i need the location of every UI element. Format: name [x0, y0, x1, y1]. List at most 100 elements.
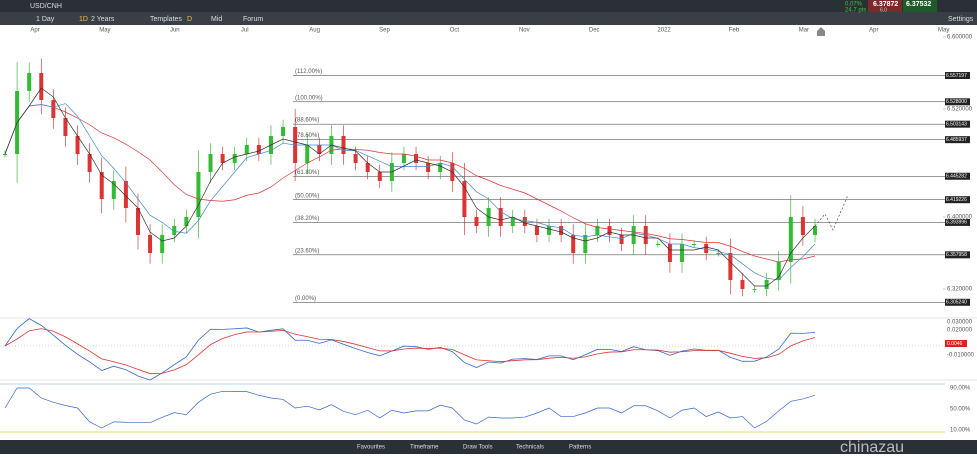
fib-price: 6.419226	[946, 197, 967, 203]
fib-label: (112.00%)	[295, 69, 322, 75]
interval[interactable]: 1 Day	[36, 16, 55, 23]
change-pts: 24.7 pts	[845, 8, 866, 14]
buy-price[interactable]: 6.37532	[906, 1, 931, 8]
price-axis-label: 6.600000	[947, 35, 973, 41]
settings[interactable]: Settings	[948, 16, 974, 23]
fib-price: 6.503143	[946, 121, 967, 127]
candle	[305, 145, 310, 163]
fib-label: (88.60%)	[295, 118, 319, 124]
candle	[498, 208, 503, 226]
candle	[75, 136, 80, 154]
candle	[414, 154, 419, 163]
month-label: May	[938, 28, 949, 34]
candle	[341, 136, 346, 154]
macd-axis-label: 0.030000	[947, 320, 973, 326]
bottom-tab[interactable]: Draw Tools	[463, 445, 493, 451]
candle	[619, 235, 624, 244]
candle	[474, 217, 479, 226]
month-label: May	[99, 28, 110, 34]
candle	[377, 172, 382, 181]
candle	[63, 118, 68, 136]
price-axis-label: 6.520000	[947, 107, 973, 113]
rsi-axis-label: 50.00%	[950, 407, 971, 413]
rsi-line	[4, 387, 816, 429]
fib-price-box	[945, 251, 970, 259]
candle	[716, 253, 721, 254]
sell-box[interactable]	[868, 0, 902, 12]
home-icon[interactable]	[817, 27, 825, 36]
month-label: Jul	[241, 28, 249, 34]
fib-price: 6.357958	[946, 252, 967, 258]
fib-price-box	[945, 298, 970, 306]
candle	[680, 244, 685, 262]
candle	[752, 289, 757, 290]
candle	[51, 100, 56, 118]
templates[interactable]: Templates	[150, 16, 182, 23]
month-label: Oct	[450, 28, 460, 34]
macd-line	[4, 318, 816, 381]
candle	[401, 154, 406, 163]
signal-line	[4, 328, 816, 375]
fib-label: (100.00%)	[295, 95, 323, 101]
spread: 6.0	[880, 7, 887, 13]
range[interactable]: 2 Years	[91, 16, 115, 23]
price-axis-label: 6.400000	[947, 215, 973, 221]
top-bar	[0, 0, 977, 12]
month-label: 2022	[657, 28, 671, 34]
macd-axis-label: -0.010000	[947, 353, 975, 359]
moving-average	[4, 87, 816, 287]
fib-price-box	[945, 120, 970, 128]
candle	[728, 253, 733, 280]
toolbar	[0, 12, 977, 25]
candle	[87, 154, 92, 172]
sell-price[interactable]: 6.37872	[873, 1, 898, 8]
bottom-tab[interactable]: Patterns	[569, 445, 591, 451]
candle	[692, 244, 697, 245]
fib-price: 6.528000	[946, 99, 967, 105]
candle	[595, 226, 600, 235]
candle	[148, 235, 153, 253]
candle	[583, 235, 588, 253]
month-label: Feb	[729, 28, 740, 34]
price-type[interactable]: Mid	[211, 16, 222, 23]
candle	[522, 217, 527, 226]
fib-price-box	[945, 72, 970, 80]
fib-price-box	[945, 98, 970, 106]
candle	[220, 154, 225, 163]
candle	[232, 154, 237, 163]
fib-label: (38.20%)	[295, 216, 319, 222]
candle	[208, 154, 213, 172]
fib-label: (23.60%)	[295, 248, 319, 254]
fib-price-box	[945, 172, 970, 180]
fib-price-box	[945, 196, 970, 204]
candle	[462, 181, 467, 217]
fib-price-box	[945, 136, 970, 144]
symbol[interactable]: USD/CNH	[30, 3, 62, 10]
month-label: Dec	[589, 28, 600, 34]
bottom-tab[interactable]: Favourites	[357, 445, 385, 451]
fib-price: 6.485937	[946, 137, 967, 143]
candle	[196, 172, 201, 217]
templates-badge: D	[187, 16, 192, 23]
bottom-tab[interactable]: Technicals	[516, 445, 544, 451]
candle	[655, 244, 660, 245]
forum[interactable]: Forum	[243, 16, 263, 23]
candle	[559, 226, 564, 235]
rsi-axis-label: 90.00%	[950, 386, 971, 392]
month-label: Nov	[519, 28, 530, 34]
candle	[99, 172, 104, 199]
month-label: Sep	[379, 28, 390, 34]
candle	[317, 145, 322, 154]
candle	[353, 154, 358, 163]
candle	[256, 145, 261, 154]
fib-price: 6.445282	[946, 174, 967, 180]
moving-average	[4, 103, 816, 281]
fib-label: (50.00%)	[295, 193, 319, 199]
bottom-tab[interactable]: Timeframe	[410, 445, 439, 451]
change-pct: 0.07%	[845, 2, 863, 8]
buy-box[interactable]	[903, 0, 937, 12]
month-label: Aug	[309, 28, 320, 34]
candle	[172, 226, 177, 235]
month-label: Apr	[30, 28, 39, 34]
candle	[123, 181, 128, 208]
